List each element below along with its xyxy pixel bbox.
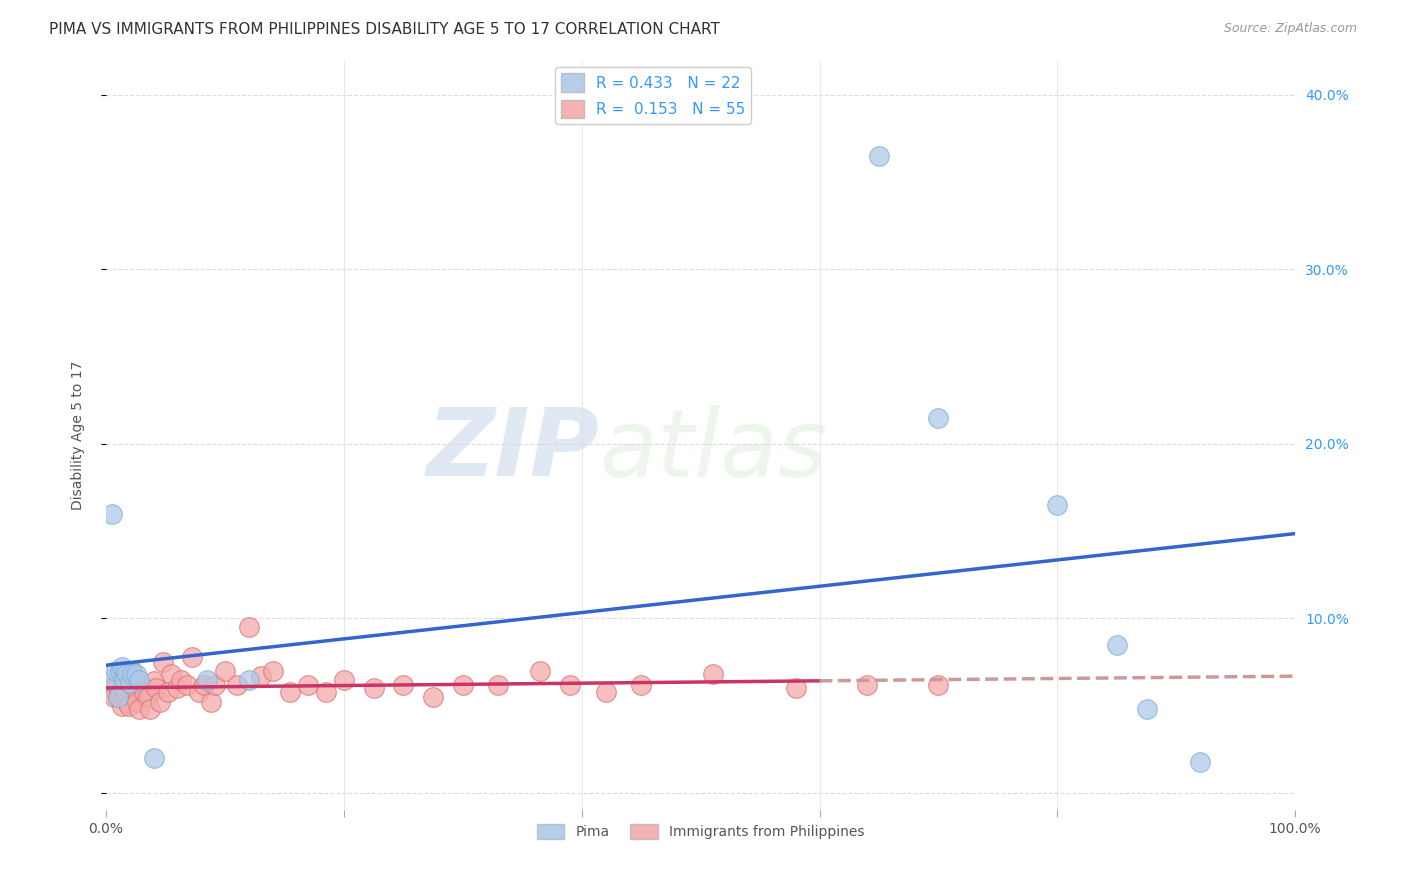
- Point: [107, 690, 129, 704]
- Point: [529, 664, 551, 678]
- Point: [238, 673, 260, 687]
- Point: [204, 678, 226, 692]
- Point: [315, 684, 337, 698]
- Point: [1189, 755, 1212, 769]
- Point: [121, 667, 143, 681]
- Point: [114, 684, 136, 698]
- Point: [139, 702, 162, 716]
- Point: [297, 678, 319, 692]
- Point: [110, 664, 132, 678]
- Point: [856, 678, 879, 692]
- Point: [1135, 702, 1157, 716]
- Point: [142, 751, 165, 765]
- Point: [134, 684, 156, 698]
- Point: [160, 667, 183, 681]
- Point: [112, 681, 135, 696]
- Point: [927, 410, 949, 425]
- Point: [595, 684, 617, 698]
- Point: [112, 673, 135, 687]
- Point: [110, 698, 132, 713]
- Point: [117, 695, 139, 709]
- Point: [124, 681, 146, 696]
- Point: [225, 678, 247, 692]
- Point: [262, 664, 284, 678]
- Text: ZIP: ZIP: [426, 404, 599, 496]
- Point: [187, 684, 209, 698]
- Point: [785, 681, 807, 696]
- Point: [238, 620, 260, 634]
- Point: [702, 667, 724, 681]
- Point: [868, 148, 890, 162]
- Point: [149, 695, 172, 709]
- Text: PIMA VS IMMIGRANTS FROM PHILIPPINES DISABILITY AGE 5 TO 17 CORRELATION CHART: PIMA VS IMMIGRANTS FROM PHILIPPINES DISA…: [49, 22, 720, 37]
- Point: [363, 681, 385, 696]
- Point: [118, 698, 141, 713]
- Point: [131, 678, 153, 692]
- Point: [156, 684, 179, 698]
- Point: [125, 695, 148, 709]
- Point: [105, 678, 128, 692]
- Point: [927, 678, 949, 692]
- Point: [101, 673, 124, 687]
- Point: [152, 655, 174, 669]
- Point: [180, 649, 202, 664]
- Point: [104, 664, 127, 678]
- Point: [333, 673, 356, 687]
- Point: [392, 678, 415, 692]
- Point: [128, 673, 150, 687]
- Point: [145, 681, 167, 696]
- Point: [630, 678, 652, 692]
- Point: [193, 678, 215, 692]
- Point: [1046, 498, 1069, 512]
- Point: [121, 664, 143, 678]
- Point: [451, 678, 474, 692]
- Point: [110, 684, 132, 698]
- Point: [170, 673, 193, 687]
- Text: atlas: atlas: [599, 405, 828, 496]
- Point: [136, 690, 159, 704]
- Point: [249, 669, 271, 683]
- Point: [142, 674, 165, 689]
- Point: [195, 673, 218, 687]
- Text: Source: ZipAtlas.com: Source: ZipAtlas.com: [1223, 22, 1357, 36]
- Point: [176, 678, 198, 692]
- Point: [101, 507, 124, 521]
- Point: [120, 673, 142, 687]
- Point: [117, 667, 139, 681]
- Point: [166, 681, 188, 696]
- Point: [280, 684, 302, 698]
- Point: [422, 690, 444, 704]
- Point: [1105, 638, 1128, 652]
- Point: [100, 681, 122, 696]
- Point: [558, 678, 581, 692]
- Point: [214, 664, 236, 678]
- Point: [107, 690, 129, 704]
- Legend: Pima, Immigrants from Philippines: Pima, Immigrants from Philippines: [531, 819, 870, 845]
- Point: [118, 676, 141, 690]
- Y-axis label: Disability Age 5 to 17: Disability Age 5 to 17: [72, 360, 86, 509]
- Point: [125, 667, 148, 681]
- Point: [200, 695, 222, 709]
- Point: [128, 702, 150, 716]
- Point: [114, 664, 136, 678]
- Point: [103, 690, 125, 704]
- Point: [488, 678, 510, 692]
- Point: [110, 660, 132, 674]
